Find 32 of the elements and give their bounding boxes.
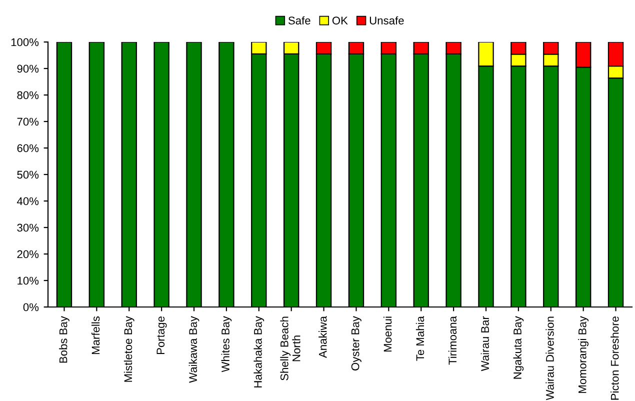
y-tick-label: 30% [17,224,39,232]
x-tick-label: Mistletoe Bay [124,316,134,382]
legend-label: OK [332,16,348,25]
y-tick-label: 80% [17,91,39,100]
x-tick-label: Marfells [91,316,100,354]
y-tick-label: 90% [17,64,39,73]
x-tick-label: Ngakuta Bay [513,316,524,379]
y-tick-label: 20% [17,250,39,258]
x-tick-label: Portage [156,316,167,354]
x-tick-label: Wairau Bar [480,316,489,372]
x-tick-label: Momorangi Bay [578,316,589,393]
y-tick-label: 10% [18,276,39,285]
x-tick-label: Bobs Bay [59,316,70,363]
x-tick-label: Oyster Bay [351,316,362,370]
x-tick-label: Anakiwa [318,316,327,358]
x-tick-label: Whites Bay [221,316,232,372]
x-tick-label: Te Mahia [416,316,424,361]
x-tick-label: Shelly Beach North [280,316,300,380]
x-tick-label: Moenui [383,316,392,352]
x-tick-label: Wairau Diversion [546,316,554,400]
y-tick-label: 50% [17,170,39,179]
x-tick-label: Waikawa Bay [188,316,200,383]
y-tick-label: 60% [17,144,39,152]
legend-label: Unsafe [370,16,404,25]
y-tick-label: 70% [17,118,39,126]
x-tick-label: Tirimoana [448,316,457,365]
y-tick-label: 40% [16,197,39,206]
legend-label: Safe [288,16,310,25]
y-tick-label: 0% [23,303,39,312]
x-tick-label: Hakahaka Bay [254,316,264,388]
x-tick-label: Picton Foreshore [610,316,619,400]
y-tick-label: 100% [11,38,39,46]
